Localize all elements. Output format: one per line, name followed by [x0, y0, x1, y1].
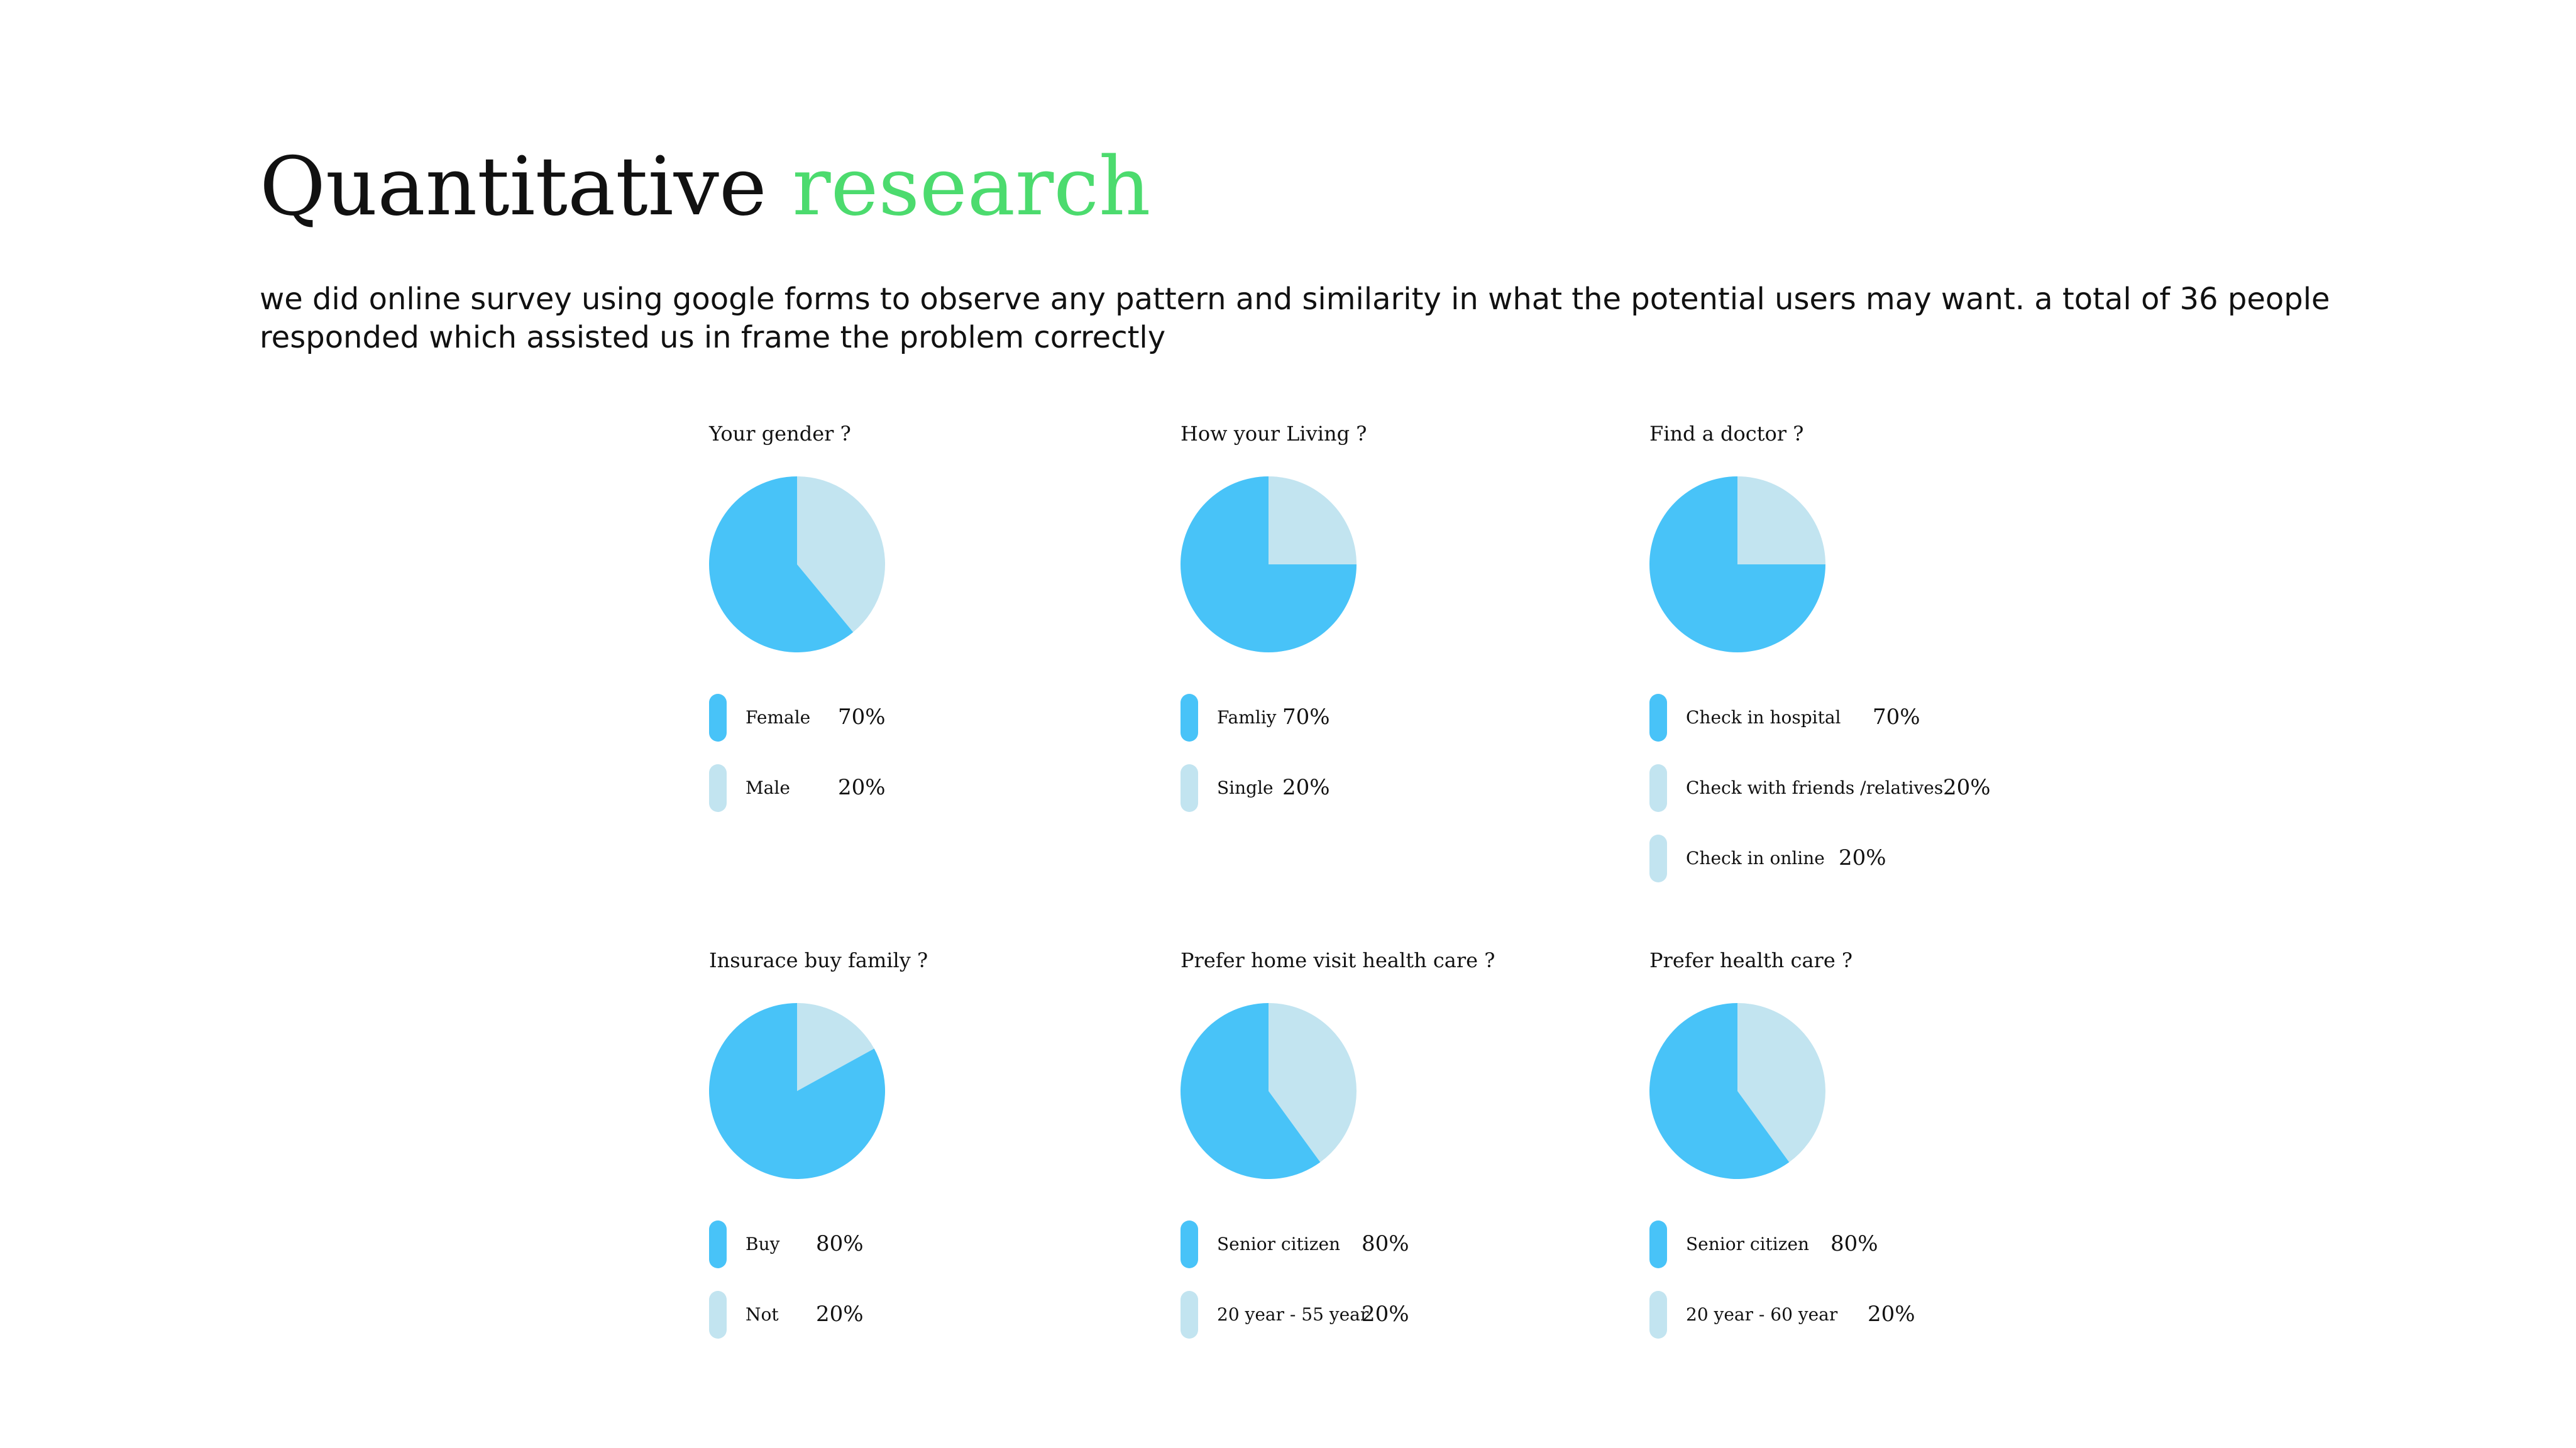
legend-swatch	[709, 1291, 727, 1339]
legend-swatch	[1649, 694, 1667, 742]
pie-slice-2	[1269, 476, 1357, 564]
legend-value: 80%	[816, 1231, 864, 1256]
legend-item: 20 year - 55 year 20%	[1181, 1291, 1621, 1339]
pie	[709, 1003, 885, 1179]
legend-item: Senior citizen 80%	[1649, 1220, 2089, 1268]
legend-label: Check in hospital	[1686, 707, 1841, 728]
pie-chart-6: Prefer health care ? Senior citizen 80% 20 …	[1649, 946, 2089, 1399]
legend-value: 70%	[838, 705, 886, 730]
legend-item: Female 70%	[709, 694, 1149, 742]
legend-item: Famliy 70%	[1181, 694, 1621, 742]
pie	[1649, 476, 1825, 652]
chart-title: How your Living ?	[1181, 422, 1367, 446]
pie-slice-1	[709, 1003, 885, 1179]
chart-title: Insurace buy family ?	[709, 948, 928, 972]
legend-label: Check with friends /relatives	[1686, 777, 1944, 798]
legend-value: 20%	[838, 775, 886, 800]
legend-label: 20 year - 60 year	[1686, 1304, 1838, 1325]
legend-swatch	[1649, 835, 1667, 882]
legend-item: Not 20%	[709, 1291, 1149, 1339]
pie-slice-1	[1649, 1003, 1790, 1179]
page-description: we did online survey using google forms …	[260, 282, 2330, 355]
legend-value: 20%	[1943, 775, 1991, 800]
legend-swatch	[1649, 1291, 1667, 1339]
legend-value: 20%	[1839, 845, 1886, 870]
legend-value: 70%	[1282, 705, 1330, 730]
legend-item: Senior citizen 80%	[1181, 1220, 1621, 1268]
title-accent: research	[792, 140, 1151, 234]
legend-label: 20 year - 55 year	[1217, 1304, 1369, 1325]
pie-slice-2	[797, 1003, 874, 1091]
legend-item: 20 year - 60 year 20%	[1649, 1291, 2089, 1339]
pie	[1181, 476, 1357, 652]
legend-label: Senior citizen	[1217, 1234, 1341, 1254]
chart-title: Find a doctor ?	[1649, 422, 1804, 446]
legend-swatch	[709, 1220, 727, 1268]
pie-chart-2: How your Living ? Famliy 70% Single 20%	[1181, 420, 1621, 872]
legend-item: Check with friends /relatives 20%	[1649, 764, 2089, 812]
pie	[709, 476, 885, 652]
legend-swatch	[1181, 1291, 1198, 1339]
legend-swatch	[1181, 764, 1198, 812]
pie-chart-5: Prefer home visit health care ? Senior ci…	[1181, 946, 1621, 1399]
chart-title: Prefer home visit health care ?	[1181, 948, 1495, 972]
legend-value: 20%	[816, 1302, 864, 1327]
pie-slice-2	[1269, 1003, 1357, 1163]
legend-label: Male	[746, 777, 790, 798]
legend-swatch	[1181, 1220, 1198, 1268]
legend-item: Buy 80%	[709, 1220, 1149, 1268]
pie-slice-2	[1737, 476, 1825, 564]
pie-slice-2	[1737, 1003, 1825, 1163]
legend-swatch	[709, 694, 727, 742]
legend-value: 80%	[1362, 1231, 1409, 1256]
chart-title: Prefer health care ?	[1649, 948, 1853, 972]
pie-slice-1	[1181, 476, 1357, 652]
page-title: Quantitative research	[260, 137, 1150, 238]
legend-item: Check in online 20%	[1649, 835, 2089, 882]
legend-swatch	[1181, 694, 1198, 742]
pie-slice-1	[709, 476, 854, 652]
legend-item: Male 20%	[709, 764, 1149, 812]
legend-label: Buy	[746, 1234, 780, 1254]
legend-label: Senior citizen	[1686, 1234, 1810, 1254]
pie-chart-1: Your gender ? Female 70% Male 20%	[709, 420, 1149, 872]
legend-item: Check in hospital 70%	[1649, 694, 2089, 742]
legend-label: Famliy	[1217, 707, 1277, 728]
title-main: Quantitative	[260, 140, 793, 234]
legend-label: Check in online	[1686, 848, 1825, 869]
chart-title: Your gender ?	[709, 422, 851, 446]
legend-item: Single 20%	[1181, 764, 1621, 812]
legend-value: 20%	[1868, 1302, 1915, 1327]
pie-slice-2	[797, 476, 885, 632]
legend-swatch	[1649, 764, 1667, 812]
legend-value: 20%	[1282, 775, 1330, 800]
pie	[1649, 1003, 1825, 1179]
legend-value: 80%	[1830, 1231, 1878, 1256]
pie-slice-1	[1181, 1003, 1321, 1179]
legend-swatch	[1649, 1220, 1667, 1268]
pie-chart-3: Find a doctor ? Check in hospital 70% Check…	[1649, 420, 2089, 882]
pie-slice-1	[1649, 476, 1825, 652]
legend-label: Not	[746, 1304, 779, 1325]
legend-swatch	[709, 764, 727, 812]
legend-label: Single	[1217, 777, 1274, 798]
legend-label: Female	[746, 707, 811, 728]
legend-value: 70%	[1873, 705, 1920, 730]
pie	[1181, 1003, 1357, 1179]
pie-chart-4: Insurace buy family ? Buy 80% Not 20%	[709, 946, 1149, 1399]
legend-value: 20%	[1362, 1302, 1409, 1327]
